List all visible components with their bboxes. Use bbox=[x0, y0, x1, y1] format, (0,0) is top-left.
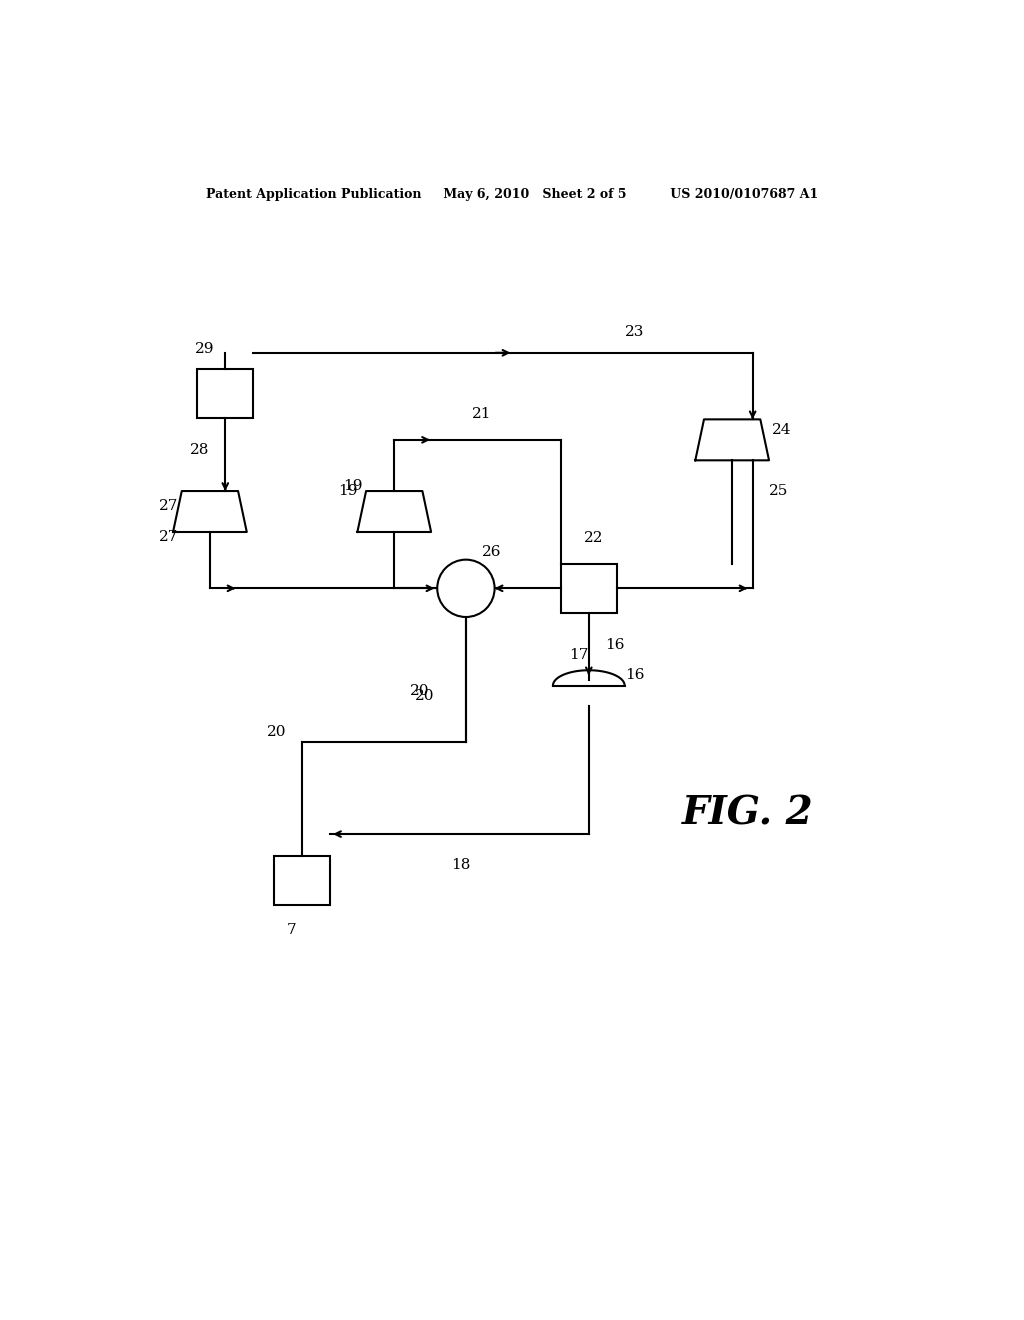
Text: 19: 19 bbox=[338, 484, 358, 498]
Text: FIG. 2: FIG. 2 bbox=[682, 795, 813, 833]
Bar bbox=[561, 564, 616, 612]
Bar bbox=[273, 855, 330, 904]
Bar bbox=[197, 370, 254, 418]
Text: 23: 23 bbox=[626, 325, 644, 339]
Text: 27: 27 bbox=[160, 499, 178, 513]
Text: 19: 19 bbox=[343, 479, 364, 492]
Text: 16: 16 bbox=[604, 638, 625, 652]
Text: 7: 7 bbox=[287, 923, 297, 937]
Text: 20: 20 bbox=[266, 725, 287, 739]
Text: Patent Application Publication     May 6, 2010   Sheet 2 of 5          US 2010/0: Patent Application Publication May 6, 20… bbox=[206, 187, 818, 201]
Text: 24: 24 bbox=[771, 422, 792, 437]
Text: 17: 17 bbox=[569, 648, 588, 661]
Text: 28: 28 bbox=[190, 444, 209, 457]
Text: 20: 20 bbox=[415, 689, 435, 702]
Text: 25: 25 bbox=[769, 484, 787, 498]
Text: 27: 27 bbox=[160, 531, 178, 544]
Text: 22: 22 bbox=[584, 531, 604, 545]
Text: 16: 16 bbox=[625, 668, 645, 682]
Text: 18: 18 bbox=[452, 858, 470, 871]
Circle shape bbox=[437, 560, 495, 616]
Text: 29: 29 bbox=[195, 342, 215, 355]
Text: 20: 20 bbox=[410, 684, 430, 698]
Text: 26: 26 bbox=[481, 545, 502, 560]
Text: 21: 21 bbox=[471, 408, 492, 421]
